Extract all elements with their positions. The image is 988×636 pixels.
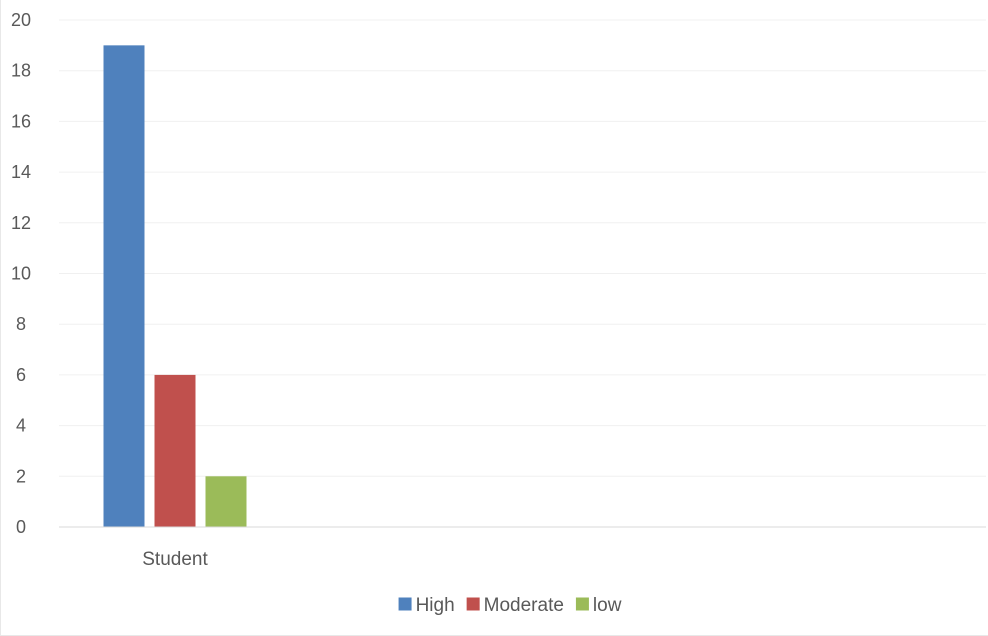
bar-moderate [154,374,196,527]
y-tick-label: 0 [16,517,26,537]
bars [103,45,247,527]
legend-swatch [398,597,412,611]
y-tick-label: 14 [11,162,31,182]
y-tick-label: 6 [16,365,26,385]
legend-item-low: low [575,595,622,616]
y-tick-label: 20 [11,10,31,30]
legend-label: Moderate [484,595,564,616]
bar-low [205,476,247,527]
y-tick-label: 10 [11,264,31,284]
y-tick-label: 18 [11,61,31,81]
legend-swatch [575,597,589,611]
y-tick-label: 16 [11,111,31,131]
legend-label: High [416,595,455,616]
x-tick-label: Student [142,549,208,570]
legend-swatch [466,597,480,611]
bar-high [103,45,145,527]
gridlines [59,19,986,477]
y-axis-tick-labels: 0 2 4 6 8 10 12 14 16 18 20 [11,10,31,537]
y-tick-label: 12 [11,213,31,233]
legend-item-high: High [398,595,455,616]
legend: High Moderate low [398,595,622,616]
legend-label: low [593,595,622,616]
legend-item-moderate: Moderate [466,595,564,616]
y-tick-label: 8 [16,314,26,334]
y-tick-label: 2 [16,466,26,486]
y-tick-label: 4 [16,416,26,436]
x-axis: Student [59,526,986,570]
